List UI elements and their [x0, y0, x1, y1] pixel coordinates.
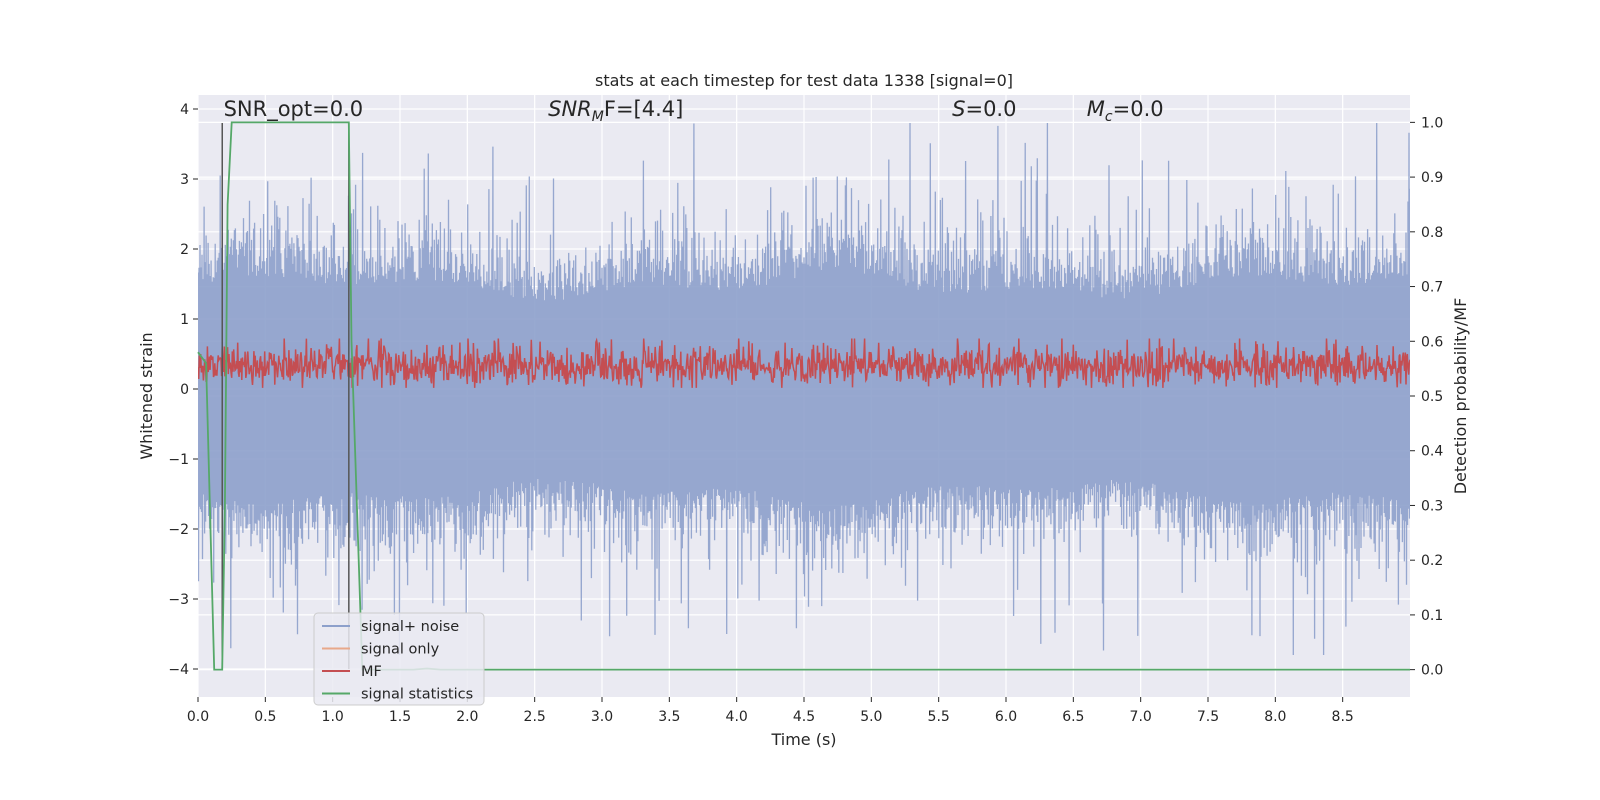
legend-label-0: signal+ noise: [361, 619, 459, 635]
series-mf: [198, 337, 1410, 388]
y2-axis-label: Detection probability/MF: [1451, 298, 1470, 495]
annotations: SNR_opt=0.0 SNRMF=[4.4] S=0.0 Mc=0.0: [224, 97, 1164, 125]
series-signal-noise: [198, 122, 1410, 656]
x-tick-3: 1.5: [389, 709, 411, 725]
annotation-0: SNR_opt=0.0: [224, 97, 364, 122]
y2-tick-10: 0.0: [1421, 663, 1443, 679]
x-tick-13: 6.5: [1062, 709, 1084, 725]
y2-tick-7: 0.3: [1421, 498, 1443, 514]
chart-title: stats at each timestep for test data 133…: [595, 71, 1013, 90]
x-axis-label: Time (s): [770, 730, 836, 749]
vertical-lines: [221, 123, 350, 669]
y2-tick-5: 0.5: [1421, 389, 1443, 405]
y2-tick-3: 0.7: [1421, 280, 1443, 296]
y-tick-0: 4: [180, 102, 189, 118]
x-tick-11: 5.5: [928, 709, 950, 725]
y2-tick-9: 0.1: [1421, 608, 1443, 624]
x-tick-14: 7.0: [1130, 709, 1152, 725]
x-tick-10: 5.0: [860, 709, 882, 725]
y-tick-6: −2: [168, 522, 189, 538]
legend-label-1: signal only: [361, 642, 440, 658]
legend: signal+ noise signal only MF signal statist…: [313, 612, 485, 706]
y2-tick-labels: 1.0 0.9 0.8 0.7 0.6 0.5 0.4 0.3 0.2 0.1 0.0: [1410, 115, 1443, 679]
y-tick-3: 1: [180, 312, 189, 328]
annotation-2: S=0.0: [952, 97, 1016, 121]
x-tick-0: 0.0: [187, 709, 209, 725]
x-tick-6: 3.0: [591, 709, 613, 725]
y-tick-5: −1: [168, 452, 189, 468]
annotation-3: Mc=0.0: [1087, 97, 1164, 125]
x-tick-9: 4.5: [793, 709, 815, 725]
legend-label-2: MF: [361, 664, 382, 680]
y-axis-label: Whitened strain: [137, 332, 156, 459]
mf-line: [198, 337, 1410, 388]
y2-tick-2: 0.8: [1421, 225, 1443, 241]
y-tick-1: 3: [180, 172, 189, 188]
x-tick-1: 0.5: [254, 709, 276, 725]
y-tick-8: −4: [168, 662, 189, 678]
y-tick-labels: 4 3 2 1 0 −1 −2 −3 −4: [168, 102, 198, 678]
x-tick-7: 3.5: [658, 709, 680, 725]
x-tick-16: 8.0: [1264, 709, 1286, 725]
annotation-1: SNRMF=[4.4]: [548, 97, 683, 125]
y2-tick-0: 1.0: [1421, 115, 1443, 131]
x-tick-5: 2.5: [524, 709, 546, 725]
x-tick-2: 1.0: [322, 709, 344, 725]
y-tick-4: 0: [180, 382, 189, 398]
y2-tick-6: 0.4: [1421, 444, 1443, 460]
legend-label-3: signal statistics: [361, 687, 473, 703]
x-tick-4: 2.0: [456, 709, 478, 725]
x-tick-8: 4.0: [726, 709, 748, 725]
x-tick-labels: 0.0 0.5 1.0 1.5 2.0 2.5 3.0 3.5 4.0 4.5 5.0 5.5 6.0 6…: [187, 697, 1354, 725]
x-tick-15: 7.5: [1197, 709, 1219, 725]
noise-line: [198, 122, 1410, 656]
x-tick-12: 6.0: [995, 709, 1017, 725]
y2-tick-8: 0.2: [1421, 553, 1443, 569]
legend-box: [313, 612, 485, 706]
y-tick-7: −3: [168, 592, 189, 608]
y-tick-2: 2: [180, 242, 189, 258]
y2-tick-4: 0.6: [1421, 334, 1443, 350]
x-tick-17: 8.5: [1332, 709, 1354, 725]
y2-tick-1: 0.9: [1421, 170, 1443, 186]
